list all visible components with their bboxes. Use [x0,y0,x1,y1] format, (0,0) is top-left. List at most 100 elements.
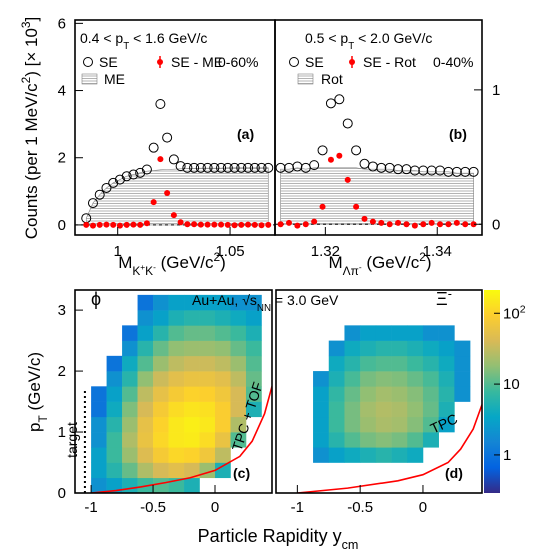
heatmap-cell [454,355,471,372]
heatmap-cell [215,294,231,311]
heatmap-cell [328,401,345,418]
heatmap-cell [215,371,231,387]
data-point [451,166,462,177]
heatmap-cell [407,340,424,357]
heatmap-cell [328,386,345,402]
data-point [453,219,460,226]
data-point [302,221,309,228]
heatmap-cell [168,325,185,341]
y-tick-label: 0 [58,485,66,502]
data-point [443,166,454,177]
heatmap-cell [230,386,247,402]
y2-tick-label: 0 [492,216,500,233]
heatmap-cell [153,416,169,433]
heatmap-cell [137,432,154,448]
heatmap-cell [438,371,455,387]
data-point [224,221,231,228]
heatmap-cell [199,432,216,448]
heatmap-cell [137,386,154,402]
data-point [83,221,90,228]
panel-label: (a) [237,126,254,142]
data-point [141,164,152,175]
data-point [155,98,166,109]
heatmap-cell [360,401,377,418]
data-point [334,94,345,105]
heatmap-cell [184,310,200,326]
y-tick-label: 4 [58,83,66,100]
heatmap-cell [375,325,392,341]
heatmap-cell [199,386,216,402]
heatmap-cell [106,447,123,463]
data-point [445,221,452,228]
heatmap-cell [245,325,262,341]
heatmap-cell [199,371,216,387]
heatmap-cell [328,371,345,387]
heatmap-cell [168,294,185,311]
centrality: 0-60% [218,54,258,70]
data-point [189,162,200,173]
heatmap-cell [375,447,392,463]
legend-marker [349,59,355,65]
heatmap-cell [230,432,247,448]
heatmap-cell [106,401,123,418]
x-tick-label: 1.05 [215,243,244,260]
data-point [229,162,240,173]
data-point [426,165,437,176]
data-point [359,158,370,169]
x-tick-label: 1 [114,243,122,260]
legend-label: SE - Rot [363,54,416,70]
heatmap-cell [184,432,200,448]
legend-marker [157,59,163,65]
heatmap-cell [168,371,185,387]
heatmap-cell [153,371,169,387]
heatmap-cell [215,462,231,479]
heatmap-cell [313,386,330,402]
data-point [409,165,420,176]
heatmap-cell [215,325,231,341]
heatmap-cell [422,386,439,402]
data-point [96,221,103,228]
heatmap-cell [230,310,247,326]
heatmap-cell [230,340,247,357]
heatmap-cell [344,371,361,387]
heatmap-cell [106,386,123,402]
heatmap-cell [454,340,471,357]
y-axis-label: Counts (per 1 MeV/c2) [× 103] [19,17,41,240]
data-point [236,162,247,173]
heatmap-cell [122,401,138,418]
heatmap-cell [215,340,231,357]
data-point [351,145,362,156]
data-point [353,203,360,210]
data-point [249,162,260,173]
data-point [116,222,123,229]
data-point [411,222,418,229]
heatmap-cell [407,386,424,402]
data-point [245,221,252,228]
heatmap-cell [184,355,200,372]
data-point [361,215,368,222]
heatmap-cell [391,416,408,433]
data-point [285,219,292,226]
heatmap-cell [106,355,123,372]
heatmap-cell [91,447,107,463]
heatmap-cell [360,325,377,341]
heatmap-cell [153,477,169,494]
heatmap-cell [122,371,138,387]
data-point [130,221,137,228]
data-point [110,221,117,228]
heatmap-cell [137,371,154,387]
heatmap-cell [137,462,154,479]
panel-label: (c) [233,465,250,481]
heatmap-cell [360,371,377,387]
heatmap-cell [245,371,262,387]
heatmap-cell [153,355,169,372]
heatmap-cell [422,355,439,372]
data-point [277,221,284,228]
heatmap-cell [407,447,424,463]
heatmap-cell [344,432,361,448]
heatmap-cell [391,432,408,448]
heatmap-cell [230,401,247,418]
heatmap-cell [215,355,231,372]
data-point [150,199,157,206]
